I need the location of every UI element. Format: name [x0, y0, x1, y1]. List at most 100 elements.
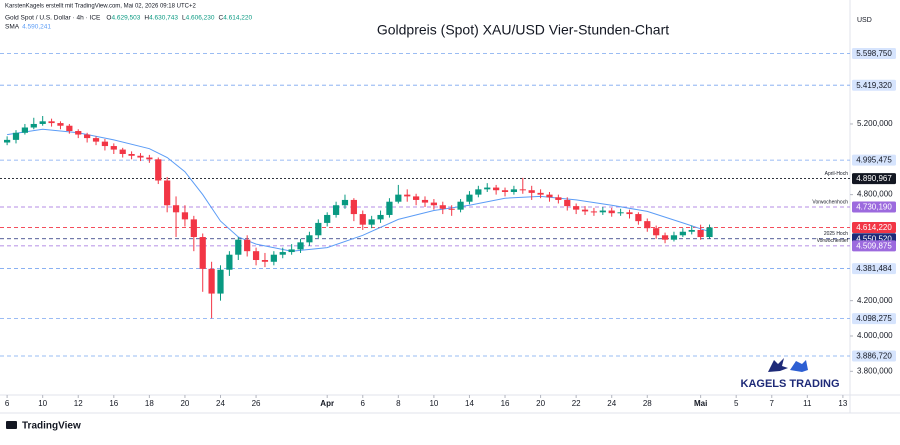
candle-body — [679, 231, 686, 236]
price-label-box — [852, 221, 896, 233]
candle-body — [297, 242, 304, 250]
candle-body — [315, 222, 322, 236]
candle-body — [670, 235, 678, 240]
candle-body — [697, 229, 704, 238]
chart-title: Goldpreis (Spot) XAU/USD Vier-Stunden-Ch… — [377, 22, 669, 38]
credit: KarstenKagels erstellt mit TradingView.c… — [5, 4, 196, 10]
x-tick-label: 16 — [109, 399, 118, 408]
candle-body — [306, 235, 313, 243]
candle-body — [119, 149, 126, 154]
sma-value: 4.590,241 — [22, 24, 51, 31]
candle-body — [573, 206, 580, 210]
ohlc-key: C — [219, 15, 224, 22]
x-tick-label: 5 — [734, 399, 739, 408]
price-label-box — [852, 263, 896, 275]
x-tick-label: 24 — [216, 399, 225, 408]
brand-icon — [6, 421, 17, 429]
candle-body — [386, 201, 393, 215]
candle-body — [57, 123, 64, 126]
candle-body — [537, 192, 544, 195]
candle-body — [208, 268, 215, 294]
price-label-box — [852, 313, 896, 325]
symbol: Gold Spot / U.S. Dollar · 4h · ICE — [5, 15, 101, 22]
candle-body — [412, 196, 420, 200]
candle-body — [341, 199, 349, 206]
x-tick-label: Apr — [320, 399, 334, 408]
level-note: April-Hoch — [825, 171, 849, 177]
x-tick-label: 12 — [74, 399, 83, 408]
candle-body — [39, 121, 46, 124]
candle-body — [235, 239, 242, 255]
candle-body — [528, 190, 535, 193]
logo-text: KAGELS TRADING — [741, 378, 840, 390]
logo-bull — [768, 358, 788, 372]
sma-name: SMA — [5, 24, 20, 31]
candle-body — [590, 211, 598, 213]
x-tick-label: 6 — [5, 399, 10, 408]
price-label: 5.598,750 — [856, 49, 892, 58]
candle-body — [626, 212, 633, 215]
candle-body — [359, 214, 366, 225]
price-label-box — [852, 48, 896, 60]
sma-line — [7, 128, 710, 252]
candle-body — [617, 212, 624, 214]
candle-body — [21, 127, 29, 133]
candle-body — [146, 157, 153, 160]
candle-body — [466, 194, 473, 202]
price-label-box — [852, 79, 896, 91]
candle-body — [101, 141, 109, 147]
candle-body — [599, 210, 606, 213]
x-tick-label: 24 — [607, 399, 616, 408]
candle-body — [653, 228, 660, 236]
price-label: 4.098,275 — [856, 314, 892, 323]
candle-body — [493, 187, 500, 191]
y-tick-label: 4.000,000 — [857, 331, 893, 340]
y-tick-label: 4.800,000 — [857, 190, 893, 199]
x-tick-label: 10 — [38, 399, 47, 408]
price-label-box — [852, 173, 896, 185]
candle-body — [172, 205, 180, 213]
candle-body — [190, 219, 197, 238]
candle-body — [244, 239, 251, 252]
candle-body — [332, 205, 340, 215]
candle-body — [270, 254, 277, 262]
candle-body — [164, 180, 171, 206]
candle-body — [661, 235, 669, 240]
y-tick-label: 3.800,000 — [857, 366, 893, 375]
candle-body — [546, 194, 553, 198]
price-label-box — [852, 154, 896, 166]
x-tick-label: 18 — [145, 399, 154, 408]
x-tick-label: 16 — [501, 399, 510, 408]
candle-body — [48, 121, 55, 124]
x-tick-label: 22 — [572, 399, 581, 408]
candle-body — [439, 205, 446, 209]
candle-body — [199, 237, 206, 269]
ohlc-value: 4.606,230 — [186, 15, 215, 22]
candle-body — [324, 214, 331, 223]
x-tick-label: 8 — [396, 399, 401, 408]
x-tick-label: 20 — [536, 399, 545, 408]
candle-body — [706, 227, 713, 238]
candle-body — [217, 269, 224, 294]
candle-body — [288, 249, 295, 253]
candle-body — [581, 209, 589, 212]
x-tick-label: 13 — [838, 399, 847, 408]
candle-body — [484, 187, 491, 190]
candle-body — [226, 254, 233, 270]
x-tick-label: 28 — [643, 399, 652, 408]
candle-body — [66, 125, 73, 132]
candle-body — [4, 139, 11, 143]
level-note: 2025 Hoch — [824, 231, 848, 237]
candle-body — [377, 214, 384, 220]
candle-body — [395, 194, 402, 202]
candle-body — [261, 260, 269, 262]
price-label: 4.509,875 — [856, 242, 892, 251]
ohlc-key: L — [182, 15, 186, 22]
price-label: 4.614,220 — [856, 223, 892, 232]
candle-body — [635, 214, 642, 222]
brand: TradingView — [6, 421, 81, 432]
ohlc-value: 4.629,503 — [111, 15, 140, 22]
candle-body — [84, 134, 91, 139]
